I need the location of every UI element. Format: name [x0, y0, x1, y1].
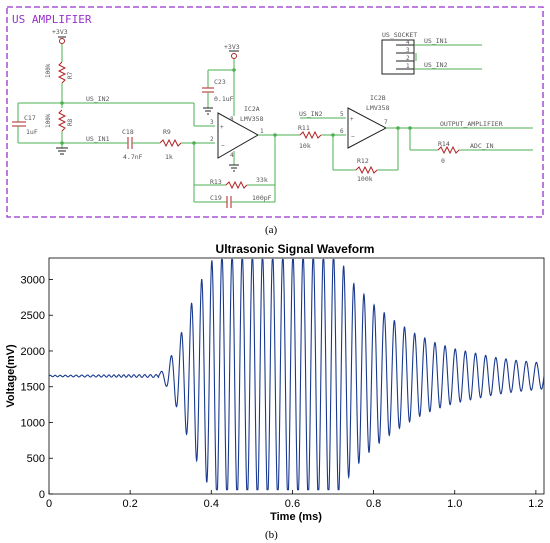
- svg-text:−: −: [351, 133, 355, 140]
- x-tick-label: 1.0: [447, 498, 462, 510]
- resistor-r9: [159, 138, 182, 148]
- power-label-opamp: +3V3: [224, 43, 240, 51]
- power-terminal-left: [59, 38, 65, 44]
- power-terminal-opamp: [231, 53, 237, 59]
- ic2b-pin5: 5: [340, 111, 344, 118]
- r8-value: 100k: [45, 113, 52, 128]
- y-tick-label: 1000: [21, 417, 45, 429]
- net-output-amplifier: OUTPUT_AMPLIFIER: [440, 120, 503, 128]
- svg-text:−: −: [221, 142, 225, 149]
- x-tick-label: 0.8: [366, 498, 381, 510]
- resistor-r7: [57, 61, 67, 84]
- socket-pin-1: 1: [406, 63, 410, 70]
- r12-name: R12: [357, 157, 369, 165]
- schematic-caption: (a): [265, 224, 278, 236]
- ic2a-pin8: 8: [230, 116, 234, 123]
- ic2b-pin6: 6: [340, 128, 344, 135]
- y-tick-label: 2500: [21, 310, 45, 322]
- schematic-title: US AMPLIFIER: [12, 13, 92, 26]
- y-tick-label: 2000: [21, 346, 45, 358]
- c19-value: 100pF: [252, 194, 272, 202]
- ic2a-feedback: R13 33k C19 100pF: [194, 133, 300, 208]
- ic2b-stage: R11 10k US_IN2 + − 5 6 7 IC2B LMV358 R12…: [298, 94, 533, 183]
- x-tick-label: 0: [46, 498, 52, 510]
- y-tick-label: 0: [39, 489, 45, 501]
- c18-value: 4.7nF: [123, 153, 143, 161]
- power-label-left: +3V3: [52, 28, 68, 36]
- r12-value: 100k: [357, 175, 373, 183]
- resistor-r11: [299, 130, 322, 140]
- c17-value: 1uF: [26, 128, 38, 136]
- resistor-r13: [225, 180, 248, 190]
- c17-name: C17: [24, 114, 36, 122]
- divider-network: +3V3 100k R7 100k R8 C17 1uF: [12, 28, 74, 155]
- y-tick-label: 1500: [21, 382, 45, 394]
- ic2b-part: LMV358: [366, 104, 390, 112]
- ic2b-pin7: 7: [384, 119, 388, 126]
- ic2a-pin1: 1: [260, 128, 264, 135]
- r14-name: R14: [438, 140, 450, 148]
- socket-net-us-in2: US_IN2: [424, 61, 448, 69]
- x-axis-ticks: 0 0.2 0.4 0.6 0.8 1.0 1.2: [46, 490, 544, 510]
- ic2a-pin2: 2: [210, 136, 214, 143]
- r9-name: R9: [163, 128, 171, 136]
- chart: Ultrasonic Signal Waveform 0 500 1000 1500 2…: [5, 242, 545, 523]
- socket-pin-2: 2: [406, 55, 410, 62]
- ic2a-supply: +3V3 C23 0.1uF: [202, 43, 240, 116]
- net-adc-in: ADC_IN: [470, 142, 494, 150]
- ic2a-name: IC2A: [244, 105, 260, 113]
- socket-net-us-in1: US_IN1: [424, 37, 448, 45]
- x-axis-label: Time (ms): [270, 511, 322, 523]
- chart-title: Ultrasonic Signal Waveform: [216, 242, 375, 256]
- r14-value: 0: [441, 157, 445, 165]
- x-tick-label: 1.2: [528, 498, 543, 510]
- x-tick-label: 0.4: [204, 498, 219, 510]
- net-us-in2-left: US_IN2: [86, 95, 110, 103]
- c23-value: 0.1uF: [214, 95, 234, 103]
- r9-value: 1k: [165, 153, 173, 161]
- us-socket: US_SOCKET 4 3 2 1 US_IN1 US_IN2: [381, 31, 482, 75]
- socket-pin-3: 3: [406, 47, 410, 54]
- r13-value: 33k: [256, 176, 268, 184]
- y-tick-label: 3000: [21, 274, 45, 286]
- r11-value: 10k: [299, 142, 311, 150]
- ic2a-pin3: 3: [210, 119, 214, 126]
- waveform-series-line: [48, 258, 545, 491]
- c23-name: C23: [214, 78, 226, 86]
- schematic-frame: [6, 6, 544, 218]
- net-us-in2-mid: US_IN2: [299, 110, 323, 118]
- c18-name: C18: [122, 128, 134, 136]
- socket-pin-4: 4: [406, 39, 410, 46]
- chart-caption: (b): [265, 529, 278, 541]
- resistor-r8: [57, 109, 67, 132]
- ic2a-part: LMV358: [240, 115, 264, 123]
- ic2b-name: IC2B: [370, 94, 386, 102]
- r7-value: 100k: [45, 63, 52, 78]
- y-axis-label: Voltage(mV): [5, 344, 17, 408]
- svg-text:+: +: [220, 124, 224, 131]
- r11-name: R11: [298, 124, 310, 132]
- schematic: US AMPLIFIER +3V3 100k R7 100k R8: [6, 6, 544, 218]
- r8-name: R8: [67, 118, 74, 126]
- y-axis-ticks: 0 500 1000 1500 2000 2500 3000: [21, 274, 53, 501]
- ic2a-pin4: 4: [230, 152, 234, 159]
- y-tick-label: 500: [27, 453, 45, 465]
- ic2a-inputs: US_IN2 US_IN1 C18 4.7nF R9 1k: [62, 95, 215, 202]
- svg-text:+: +: [350, 116, 354, 123]
- x-tick-label: 0.2: [122, 498, 137, 510]
- net-us-in1-left: US_IN1: [86, 135, 110, 143]
- resistor-r12: [355, 165, 378, 175]
- r13-name: R13: [210, 178, 222, 186]
- opamp-ic2a: + − 3 2 8 4 1 IC2A LMV358: [210, 105, 264, 172]
- socket-name: US_SOCKET: [382, 31, 417, 39]
- x-tick-label: 0.6: [285, 498, 300, 510]
- r7-name: R7: [67, 71, 74, 79]
- resistor-r14: [437, 145, 460, 155]
- c19-name: C19: [210, 194, 222, 202]
